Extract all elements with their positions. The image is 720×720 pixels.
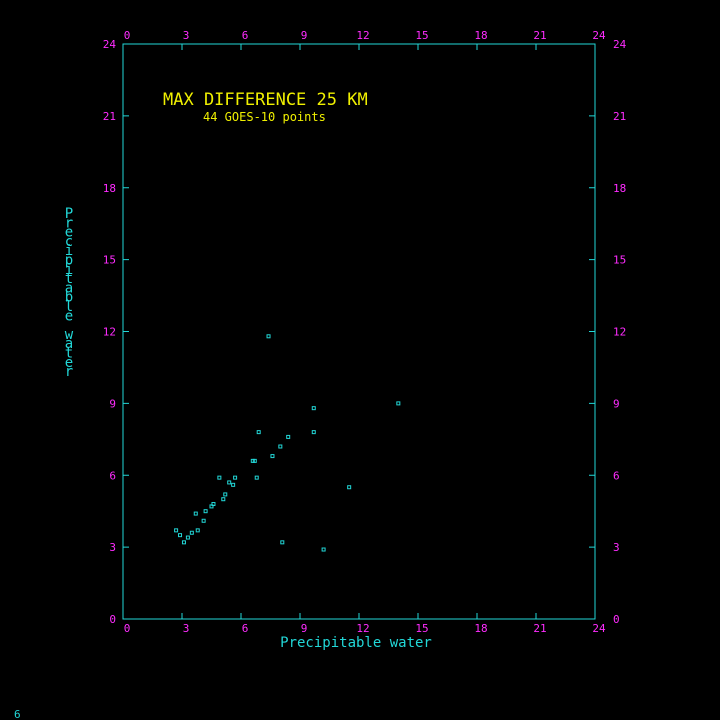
- x-tick-label-top: 12: [356, 29, 369, 42]
- data-point: [286, 434, 291, 439]
- data-point: [221, 497, 226, 502]
- y-tick-label-left: 15: [103, 254, 116, 267]
- data-point: [203, 509, 208, 514]
- x-tick-label-top: 3: [183, 29, 190, 42]
- x-axis-label: Precipitable water: [280, 635, 432, 651]
- y-axis-label-char: e: [65, 355, 73, 371]
- data-point: [174, 528, 179, 533]
- x-tick-label-top: 9: [301, 29, 308, 42]
- data-point: [231, 482, 236, 487]
- y-tick-label-right: 6: [613, 469, 620, 482]
- x-tick-label-bottom: 21: [533, 622, 546, 635]
- data-point: [178, 533, 183, 538]
- y-tick-label-right: 21: [613, 110, 626, 123]
- data-point: [280, 540, 285, 545]
- data-point: [256, 430, 261, 435]
- x-tick-label-top: 15: [415, 29, 428, 42]
- x-tick-label-top: 0: [124, 29, 131, 42]
- y-axis-label-char: p: [65, 253, 73, 269]
- data-point: [185, 535, 190, 540]
- y-axis-label-char: a: [65, 336, 73, 352]
- data-point: [254, 475, 259, 480]
- data-point: [189, 530, 194, 535]
- y-axis-label-char: e: [65, 225, 73, 241]
- chart-title: MAX DIFFERENCE 25 KM: [163, 90, 368, 110]
- y-tick-label-right: 24: [613, 38, 627, 51]
- data-point: [266, 334, 271, 339]
- y-tick-label-left: 12: [103, 326, 116, 339]
- data-point: [181, 540, 186, 545]
- y-axis-label-char: i: [65, 262, 73, 278]
- tick-marks: [122, 43, 596, 620]
- y-axis-label-char: r: [65, 364, 73, 380]
- data-point: [311, 406, 316, 411]
- y-axis-label-char: a: [65, 280, 73, 296]
- data-point: [193, 511, 198, 516]
- y-tick-label-right: 0: [613, 613, 620, 626]
- x-tick-label-top: 6: [242, 29, 249, 42]
- y-axis-label-char: l: [65, 299, 73, 315]
- chart-subtitle: 44 GOES-10 points: [203, 110, 326, 124]
- y-tick-label-left: 3: [109, 541, 116, 554]
- x-tick-label-bottom: 9: [301, 622, 308, 635]
- y-axis-label-char: i: [65, 243, 73, 259]
- x-tick-label-bottom: 3: [183, 622, 190, 635]
- y-tick-label-right: 12: [613, 326, 626, 339]
- data-point: [195, 528, 200, 533]
- x-tick-label-top: 24: [592, 29, 606, 42]
- data-point: [278, 444, 283, 449]
- y-axis-label-char: t: [65, 271, 73, 287]
- y-axis-label-char: P: [65, 206, 73, 222]
- data-point: [223, 492, 228, 497]
- data-point: [270, 454, 275, 459]
- data-point: [347, 485, 352, 490]
- y-tick-label-left: 6: [109, 469, 116, 482]
- y-tick-label-right: 9: [613, 397, 620, 410]
- y-axis-label-char: r: [65, 215, 73, 231]
- y-tick-label-right: 3: [613, 541, 620, 554]
- data-point: [321, 547, 326, 552]
- y-axis-label-char: w: [65, 327, 74, 343]
- x-tick-label-bottom: 0: [124, 622, 131, 635]
- x-tick-label-bottom: 12: [356, 622, 369, 635]
- data-point: [252, 458, 257, 463]
- y-tick-label-left: 21: [103, 110, 116, 123]
- y-tick-label-right: 15: [613, 254, 626, 267]
- data-point: [211, 502, 216, 506]
- y-axis-label-char: b: [65, 290, 73, 306]
- data-point: [201, 518, 206, 523]
- data-point: [311, 430, 316, 435]
- x-tick-label-top: 21: [533, 29, 546, 42]
- x-tick-label-bottom: 6: [242, 622, 249, 635]
- data-point: [227, 480, 232, 485]
- x-tick-label-top: 18: [474, 29, 487, 42]
- y-tick-label-left: 24: [103, 38, 117, 51]
- page-number: 6: [14, 708, 21, 720]
- data-point: [233, 475, 238, 480]
- y-axis-label-char: c: [65, 234, 73, 250]
- y-axis-label-char: t: [65, 346, 73, 362]
- y-tick-label-right: 18: [613, 182, 626, 195]
- y-axis-label-char: e: [65, 308, 73, 324]
- y-tick-label-left: 0: [109, 613, 116, 626]
- x-tick-label-bottom: 18: [474, 622, 487, 635]
- y-tick-label-left: 18: [103, 182, 116, 195]
- x-tick-label-bottom: 24: [592, 622, 606, 635]
- data-point: [217, 475, 222, 480]
- data-point: [396, 401, 401, 406]
- data-points: [174, 334, 401, 552]
- y-tick-label-left: 9: [109, 397, 116, 410]
- x-tick-label-bottom: 15: [415, 622, 428, 635]
